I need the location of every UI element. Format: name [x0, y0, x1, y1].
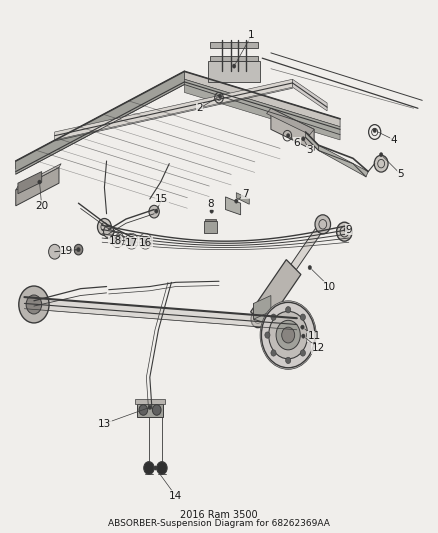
Circle shape — [19, 286, 49, 323]
Circle shape — [152, 405, 161, 415]
Polygon shape — [205, 219, 215, 221]
Circle shape — [148, 405, 152, 409]
Circle shape — [77, 247, 80, 252]
Polygon shape — [236, 192, 249, 204]
Circle shape — [300, 350, 305, 356]
Polygon shape — [16, 71, 184, 169]
Text: 12: 12 — [312, 343, 325, 353]
Circle shape — [218, 94, 222, 98]
Circle shape — [233, 64, 236, 68]
Text: 6: 6 — [293, 138, 300, 148]
Circle shape — [26, 295, 42, 314]
Circle shape — [235, 199, 238, 203]
Circle shape — [269, 311, 307, 359]
Polygon shape — [204, 221, 217, 233]
Text: 1: 1 — [248, 30, 255, 41]
Text: 13: 13 — [98, 419, 111, 429]
Circle shape — [374, 155, 388, 172]
Polygon shape — [184, 79, 340, 140]
Circle shape — [144, 462, 154, 474]
Circle shape — [271, 314, 276, 320]
Polygon shape — [18, 172, 42, 193]
Circle shape — [154, 466, 157, 470]
Polygon shape — [318, 145, 368, 177]
Circle shape — [113, 235, 121, 244]
Circle shape — [337, 222, 352, 241]
Polygon shape — [208, 61, 260, 82]
Circle shape — [116, 238, 119, 241]
Circle shape — [379, 152, 383, 157]
Circle shape — [282, 327, 295, 343]
Text: 7: 7 — [242, 189, 248, 199]
Text: 18: 18 — [109, 236, 122, 246]
Polygon shape — [293, 79, 327, 111]
Circle shape — [306, 332, 311, 338]
Text: 2016 Ram 3500: 2016 Ram 3500 — [180, 511, 258, 520]
Circle shape — [315, 215, 331, 234]
Circle shape — [286, 134, 290, 138]
Polygon shape — [134, 399, 165, 403]
Circle shape — [130, 239, 134, 243]
Text: 5: 5 — [397, 169, 404, 179]
Text: ABSORBER-Suspension Diagram for 68262369AA: ABSORBER-Suspension Diagram for 68262369… — [108, 519, 330, 528]
Circle shape — [302, 334, 305, 338]
Text: 17: 17 — [125, 238, 138, 248]
Circle shape — [373, 128, 376, 133]
Polygon shape — [210, 55, 258, 61]
Circle shape — [286, 306, 291, 313]
Circle shape — [302, 137, 305, 141]
Polygon shape — [137, 403, 163, 417]
Text: 8: 8 — [207, 199, 214, 209]
Circle shape — [344, 228, 347, 232]
Polygon shape — [16, 164, 61, 190]
Circle shape — [155, 209, 158, 213]
Circle shape — [157, 462, 167, 474]
Polygon shape — [16, 71, 184, 174]
Polygon shape — [251, 260, 301, 327]
Circle shape — [301, 325, 304, 329]
Polygon shape — [25, 297, 297, 330]
Text: 10: 10 — [323, 281, 336, 292]
Text: 4: 4 — [391, 135, 397, 145]
Polygon shape — [184, 71, 340, 127]
Polygon shape — [267, 108, 314, 135]
Circle shape — [139, 405, 148, 415]
Polygon shape — [254, 295, 271, 319]
Circle shape — [210, 209, 213, 213]
Polygon shape — [271, 108, 314, 150]
Polygon shape — [16, 167, 59, 206]
Circle shape — [149, 205, 159, 218]
Circle shape — [141, 237, 149, 246]
Circle shape — [300, 314, 305, 320]
Circle shape — [38, 180, 41, 184]
Polygon shape — [210, 42, 258, 47]
Text: 11: 11 — [307, 331, 321, 341]
Circle shape — [308, 265, 311, 270]
Text: 15: 15 — [155, 194, 169, 204]
Circle shape — [74, 244, 83, 255]
Circle shape — [98, 219, 111, 236]
Text: 19: 19 — [60, 246, 74, 256]
Text: 3: 3 — [307, 146, 313, 156]
Polygon shape — [226, 197, 240, 215]
Circle shape — [286, 357, 291, 364]
Text: 20: 20 — [35, 201, 48, 211]
Polygon shape — [254, 303, 288, 330]
Circle shape — [103, 225, 114, 238]
Circle shape — [251, 311, 265, 328]
Text: 14: 14 — [169, 491, 182, 501]
Polygon shape — [55, 79, 293, 140]
Circle shape — [144, 239, 147, 243]
Circle shape — [49, 244, 61, 259]
Circle shape — [260, 301, 316, 369]
Circle shape — [271, 350, 276, 356]
Polygon shape — [305, 132, 318, 150]
Circle shape — [265, 332, 270, 338]
Text: 2: 2 — [196, 103, 203, 114]
Text: 9: 9 — [346, 224, 352, 235]
Polygon shape — [291, 222, 325, 270]
Circle shape — [276, 320, 300, 350]
Circle shape — [128, 237, 135, 246]
Text: 16: 16 — [139, 238, 152, 248]
